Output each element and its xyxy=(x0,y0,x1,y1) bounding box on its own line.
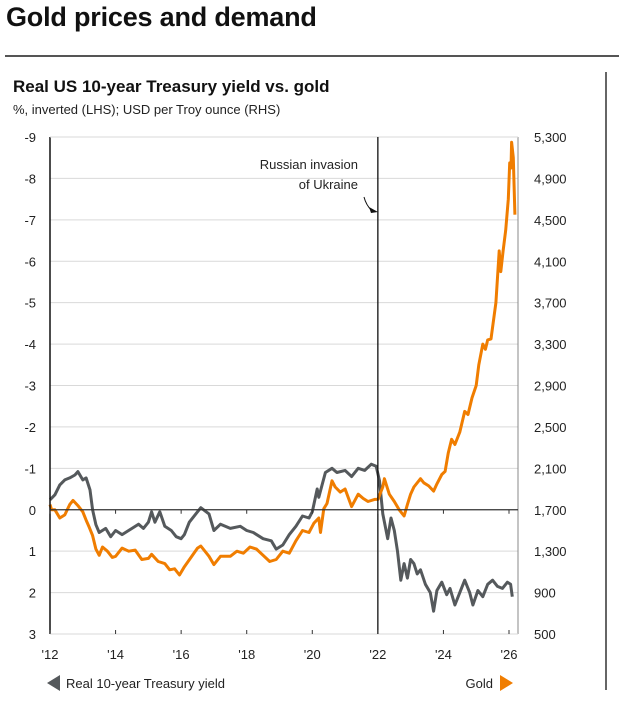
left-tick-label: -9 xyxy=(24,130,36,145)
right-tick-label: 2,100 xyxy=(534,461,567,476)
left-tick-label: 1 xyxy=(29,544,36,559)
right-tick-label: 500 xyxy=(534,627,556,642)
x-tick-label: '18 xyxy=(238,647,255,662)
right-tick-label: 1,700 xyxy=(534,503,567,518)
panel-divider xyxy=(605,72,607,690)
x-tick-label: '26 xyxy=(501,647,518,662)
annotation: Russian invasion of Ukraine xyxy=(260,157,378,213)
left-tick-label: -2 xyxy=(24,420,36,435)
legend-label-gold: Gold xyxy=(466,676,493,691)
right-tick-label: 3,300 xyxy=(534,337,567,352)
left-tick-label: -4 xyxy=(24,337,36,352)
left-tick-label: 2 xyxy=(29,586,36,601)
left-tick-label: -6 xyxy=(24,254,36,269)
axes xyxy=(49,136,519,635)
right-tick-label: 4,100 xyxy=(534,254,567,269)
left-axis-ticks: -9 -8 -7 -6 -5 -4 -3 -2 -1 0 1 2 3 xyxy=(24,130,36,642)
series-lines xyxy=(48,140,517,613)
right-tick-label: 4,900 xyxy=(534,171,567,186)
right-axis-ticks: 5,300 4,900 4,500 4,100 3,700 3,300 2,900 2,500… xyxy=(534,130,567,642)
x-tick-label: '14 xyxy=(107,647,124,662)
legend: Real 10-year Treasury yield Gold xyxy=(47,675,513,691)
annotation-arrowhead-icon xyxy=(369,207,378,213)
x-tick-label: '24 xyxy=(435,647,452,662)
chart-title: Real US 10-year Treasury yield vs. gold xyxy=(13,77,330,96)
right-tick-label: 4,500 xyxy=(534,213,567,228)
legend-right-triangle-icon xyxy=(500,675,513,691)
annotation-line1: Russian invasion xyxy=(260,157,358,172)
chart-subtitle: %, inverted (LHS); USD per Troy ounce (R… xyxy=(13,102,281,117)
left-tick-label: -1 xyxy=(24,461,36,476)
right-tick-label: 1,300 xyxy=(534,544,567,559)
left-tick-label: -5 xyxy=(24,296,36,311)
left-tick-label: 0 xyxy=(29,503,36,518)
right-tick-label: 3,700 xyxy=(534,296,567,311)
left-tick-label: -8 xyxy=(24,171,36,186)
right-tick-label: 2,500 xyxy=(534,420,567,435)
gold-line xyxy=(48,140,517,577)
annotation-line2: of Ukraine xyxy=(299,177,358,192)
right-tick-label: 5,300 xyxy=(534,130,567,145)
legend-label-yield: Real 10-year Treasury yield xyxy=(66,676,225,691)
x-tick-label: '20 xyxy=(304,647,321,662)
gridlines xyxy=(50,136,518,635)
x-tick-label: '12 xyxy=(42,647,59,662)
x-axis-ticks: '12 '14 '16 '18 '20 '22 '24 '26 xyxy=(42,509,518,662)
x-tick-label: '22 xyxy=(369,647,386,662)
page-title: Gold prices and demand xyxy=(6,2,317,32)
left-tick-label: 3 xyxy=(29,627,36,642)
left-tick-label: -3 xyxy=(24,379,36,394)
header-divider xyxy=(5,55,619,57)
left-tick-label: -7 xyxy=(24,213,36,228)
legend-left-triangle-icon xyxy=(47,675,60,691)
right-tick-label: 900 xyxy=(534,586,556,601)
right-tick-label: 2,900 xyxy=(534,379,567,394)
yield-line xyxy=(48,462,514,613)
x-tick-label: '16 xyxy=(173,647,190,662)
